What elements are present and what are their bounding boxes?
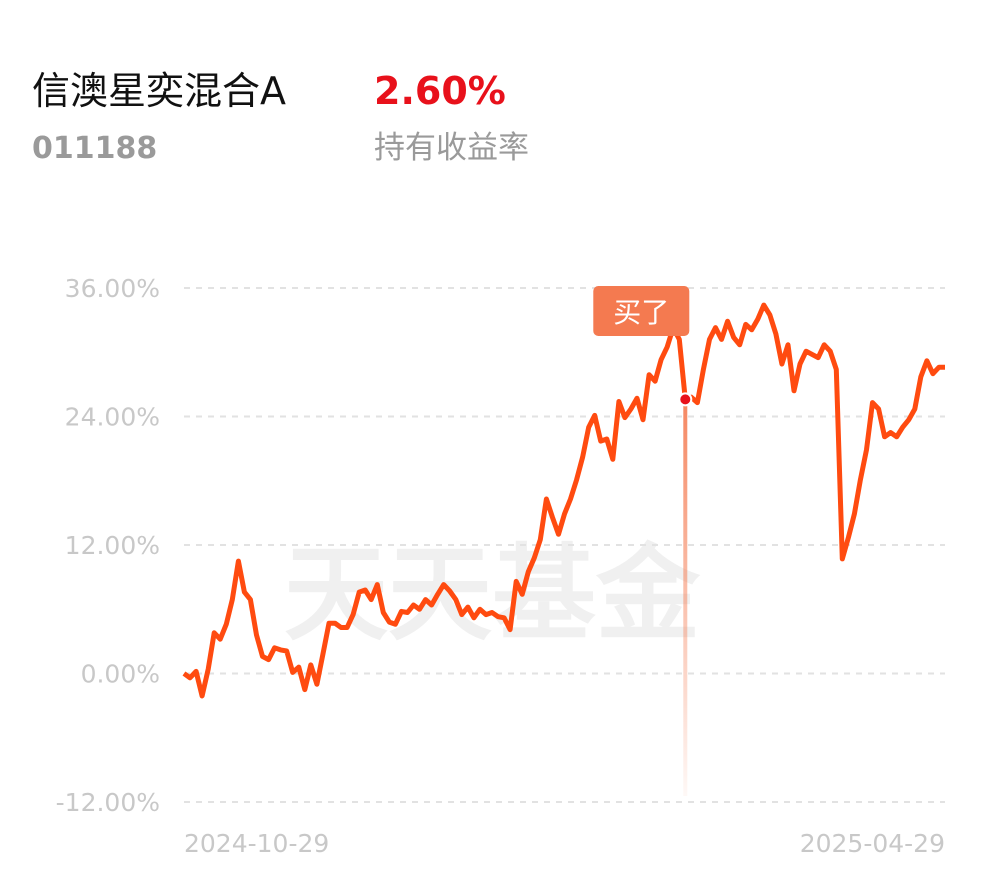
buy-point: [678, 392, 693, 407]
x-tick-label: 2025-04-29: [800, 829, 945, 858]
fund-name: 信澳星奕混合A: [32, 69, 286, 113]
buy-line: [683, 399, 688, 796]
y-tick-label: 24.00%: [65, 403, 160, 432]
series-line: [182, 302, 945, 699]
buy-label: 买了: [613, 296, 669, 329]
fund-return: 2.60%: [374, 69, 506, 113]
buy-label-box: [593, 286, 690, 336]
y-tick-label: 12.00%: [65, 531, 160, 560]
x-tick-label: 2024-10-29: [184, 829, 329, 858]
y-tick-label: 36.00%: [65, 274, 160, 303]
y-tick-label: -12.00%: [56, 788, 160, 817]
return-label: 持有收益率: [374, 130, 529, 166]
watermark: 天天基金: [284, 532, 701, 655]
fund-code: 011188: [32, 131, 157, 166]
y-tick-label: 0.00%: [81, 660, 160, 689]
